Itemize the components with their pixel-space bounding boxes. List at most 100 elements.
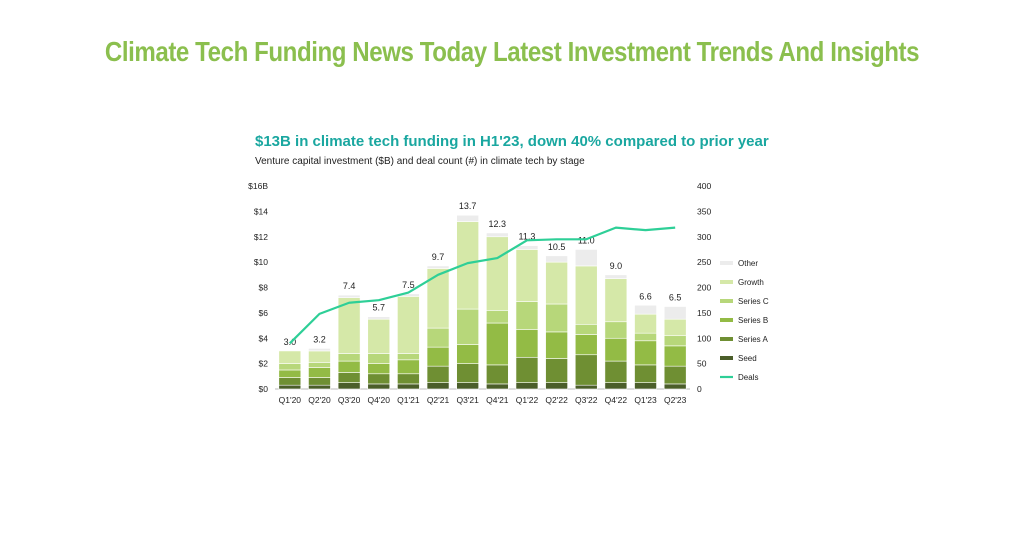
bar-segment-other (337, 294, 361, 298)
bar-segment-series-b (337, 360, 361, 373)
bar-segment-seed (308, 384, 331, 390)
bar-segment-seed (634, 382, 657, 390)
chart-title: $13B in climate tech funding in H1'23, d… (255, 133, 769, 150)
y-right-tick-label: 100 (697, 333, 711, 343)
legend-swatch-seed (720, 356, 733, 360)
y-right-tick-label: 50 (697, 359, 707, 369)
legend-label: Other (738, 259, 758, 268)
y-left-tick-label: $4 (259, 333, 269, 343)
bar-total-label: 9.0 (610, 261, 623, 271)
bar-segment-series-b (604, 337, 628, 362)
y-left-tick-label: $0 (259, 384, 269, 394)
x-tick-label: Q4'21 (486, 395, 509, 405)
bar-total-label: 6.5 (669, 293, 682, 303)
bar-segment-growth (278, 350, 302, 364)
bar-segment-series-b (278, 369, 302, 378)
page-banner-title: Climate Tech Funding News Today Latest I… (104, 36, 920, 67)
legend-label: Growth (738, 278, 764, 287)
bar-segment-series-b (308, 367, 331, 378)
bar-segment-seed (486, 383, 509, 390)
x-tick-label: Q1'23 (634, 395, 657, 405)
bar-segment-growth (515, 249, 539, 302)
bar-segment-seed (426, 382, 450, 390)
bar-segment-other (426, 265, 450, 269)
bar-segment-series-c (337, 353, 361, 362)
x-tick-label: Q3'22 (575, 395, 598, 405)
bar-segment-growth (367, 318, 391, 354)
bar-total-label: 12.3 (489, 219, 507, 229)
x-tick-label: Q4'22 (605, 395, 628, 405)
bar-segment-growth (397, 296, 420, 354)
bar-segment-series-a (604, 360, 628, 383)
y-right-tick-label: 350 (697, 206, 711, 216)
y-right-tick-label: 250 (697, 257, 711, 267)
x-tick-label: Q1'22 (516, 395, 539, 405)
y-right-tick-label: 0 (697, 384, 702, 394)
bar-segment-growth (634, 313, 657, 334)
deals-line (289, 226, 676, 345)
bar-segment-series-a (515, 356, 539, 383)
bar-segment-seed (663, 383, 687, 390)
bar-segment-series-a (337, 372, 361, 383)
bar-segment-seed (397, 383, 420, 390)
legend-label: Series A (738, 335, 768, 344)
x-tick-label: Q3'21 (456, 395, 479, 405)
bar-segment-growth (545, 261, 568, 305)
bar-segment-seed (604, 382, 628, 390)
y-right-tick-label: 150 (697, 308, 711, 318)
y-left-tick-label: $2 (259, 359, 269, 369)
bar-segment-series-b (634, 340, 657, 366)
legend-swatch-other (720, 261, 733, 265)
y-right-tick-label: 400 (697, 181, 711, 191)
bar-total-label: 9.7 (432, 252, 445, 262)
y-right-tick-label: 200 (697, 283, 711, 293)
bar-segment-series-c (456, 308, 479, 345)
bar-segment-series-a (634, 364, 657, 383)
bar-segment-series-c (634, 332, 657, 342)
bar-segment-seed (574, 384, 598, 390)
bar-segment-other (574, 249, 598, 267)
bar-segment-series-b (545, 331, 568, 359)
y-left-tick-label: $16B (248, 181, 268, 191)
bar-segment-series-a (426, 365, 450, 383)
bar-segment-series-c (308, 362, 331, 368)
bar-segment-seed (545, 382, 568, 390)
bar-total-label: 10.5 (548, 242, 566, 252)
x-tick-label: Q3'20 (338, 395, 361, 405)
y-left-tick-label: $14 (254, 206, 268, 216)
bar-total-label: 3.2 (313, 334, 326, 344)
legend-label: Deals (738, 373, 758, 382)
x-tick-label: Q4'20 (368, 395, 391, 405)
bar-segment-series-b (456, 344, 479, 364)
bar-segment-other (515, 245, 539, 250)
x-tick-label: Q2'22 (545, 395, 568, 405)
y-right-tick-label: 300 (697, 232, 711, 242)
bar-segment-series-a (663, 365, 687, 385)
legend-swatch-series-b (720, 318, 733, 322)
bar-segment-series-b (574, 334, 598, 356)
legend-label: Seed (738, 354, 757, 363)
legend-swatch-series-c (720, 299, 733, 303)
bar-total-label: 5.7 (372, 303, 385, 313)
bar-segment-series-a (574, 354, 598, 386)
bar-segment-growth (426, 268, 450, 329)
bar-segment-seed (456, 382, 479, 390)
legend-swatch-series-a (720, 337, 733, 341)
bar-segment-series-c (604, 321, 628, 339)
bar-segment-series-b (663, 345, 687, 367)
bar-segment-growth (308, 350, 331, 363)
bar-segment-growth (574, 265, 598, 325)
bar-segment-other (367, 316, 391, 320)
bar-total-label: 7.4 (343, 281, 356, 291)
bar-segment-series-b (397, 359, 420, 375)
bar-segment-other (486, 232, 509, 238)
bar-segment-series-b (486, 322, 509, 366)
bar-segment-series-c (397, 353, 420, 361)
bar-segment-series-a (456, 363, 479, 383)
legend-label: Series C (738, 297, 769, 306)
x-tick-label: Q2'23 (664, 395, 687, 405)
bar-segment-seed (337, 382, 361, 390)
bar-segment-other (663, 306, 687, 320)
bar-segment-series-a (308, 377, 331, 386)
